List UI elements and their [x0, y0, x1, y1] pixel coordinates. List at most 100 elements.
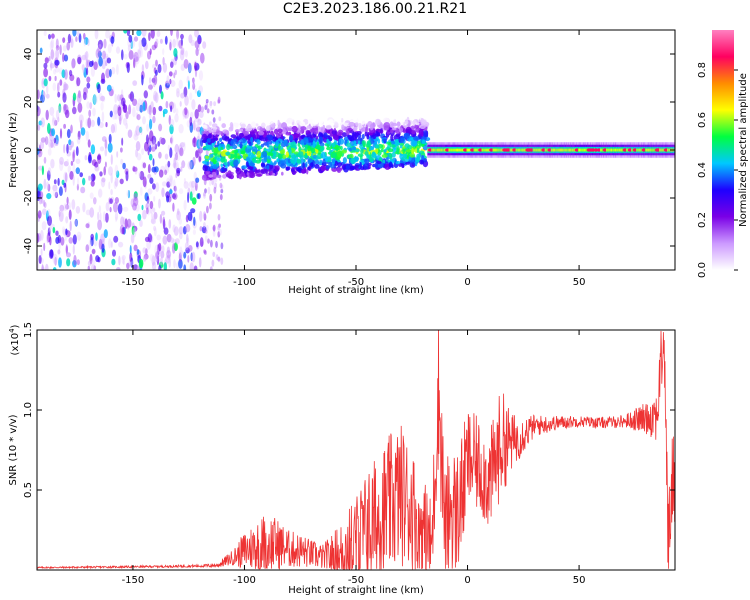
spectrogram-cell	[621, 148, 623, 152]
spectrogram-cell	[174, 69, 177, 76]
spectrogram-cell	[387, 148, 394, 153]
spectrogram-cell	[277, 128, 283, 133]
spectrogram-cell	[354, 132, 360, 136]
snr-series-line	[37, 330, 675, 570]
spectrogram-cell	[169, 118, 175, 127]
spectrogram-cell	[119, 178, 124, 185]
spectrogram-cell	[375, 118, 381, 126]
spectrogram-cell	[146, 106, 151, 114]
spectrogram-cell	[437, 148, 439, 152]
spectrogram-cell	[296, 120, 301, 124]
spectrogram-cell	[230, 139, 237, 146]
spectrogram-cell	[366, 147, 370, 152]
spectrogram-cell	[47, 148, 52, 156]
spectrogram-cell	[152, 76, 156, 88]
spectrogram-cell	[552, 148, 555, 152]
spectrogram-cell	[312, 141, 316, 148]
spectrogram-cell	[92, 94, 97, 105]
spectrogram-cell	[88, 109, 92, 118]
spectrogram-cell	[207, 238, 210, 244]
spectrogram-cell	[173, 157, 177, 169]
spectrogram-cell	[49, 249, 54, 258]
spectrogram-cell	[126, 62, 130, 73]
spectrogram-cell	[199, 226, 203, 232]
spectrogram-cell	[90, 264, 96, 270]
spectrogram-cell	[80, 127, 86, 136]
spectrogram-cell	[246, 125, 253, 132]
spectrogram-cell	[353, 114, 358, 121]
spectrogram-cell	[288, 134, 294, 142]
spectrogram-cell	[610, 148, 612, 152]
spectrogram-cell	[133, 264, 138, 270]
spectrogram-cell	[225, 151, 231, 156]
spectrogram-cell	[87, 139, 91, 148]
spectrogram-cell	[640, 148, 642, 152]
spectrogram-cell	[135, 125, 141, 136]
x-tick-label: -150	[122, 575, 145, 586]
spectrogram-cell	[142, 101, 146, 112]
spectrogram-cell	[113, 235, 119, 243]
colorbar-ticks: 0.0 0.2 0.4 0.6 0.8	[697, 62, 738, 278]
spectrogram-cell	[485, 148, 487, 152]
spectrogram-cell	[152, 207, 156, 213]
spectrogram-cell	[238, 128, 244, 132]
spectrogram-cell	[143, 90, 148, 99]
spectrogram-cell	[141, 204, 144, 211]
spectrogram-cell	[309, 162, 314, 168]
spectrogram-cell	[425, 114, 430, 121]
spectrogram-cell	[360, 117, 366, 121]
spectrogram-cell	[178, 258, 183, 269]
spectrogram-cell	[257, 145, 261, 151]
spectrogram-cell	[122, 216, 125, 225]
spectrogram-cell	[194, 30, 199, 38]
spectrogram-cell	[101, 177, 106, 183]
spectrogram-cell	[155, 182, 160, 193]
spectrogram-cell	[432, 148, 434, 152]
spectrogram-cell	[54, 49, 60, 61]
spectrogram-cell	[405, 161, 411, 165]
spectrogram-cell	[383, 125, 390, 131]
spectrogram-cell	[89, 253, 93, 265]
spectrogram-cell	[578, 148, 580, 152]
spectrogram-cell	[150, 218, 156, 225]
spectrogram-cell	[212, 229, 216, 237]
spectrogram-cell	[148, 77, 152, 84]
spectrogram-cell	[58, 103, 62, 113]
spectrogram-cell	[244, 169, 248, 175]
spectrogram-cell	[249, 171, 256, 179]
spectrogram-cell	[220, 163, 224, 168]
spectrogram-cell	[262, 137, 267, 142]
spectrogram-cell	[77, 130, 81, 140]
spectrogram-cell	[164, 169, 168, 176]
spectrogram-cell	[320, 151, 326, 159]
spectrogram-cell	[180, 33, 184, 40]
spectrogram-cell	[234, 123, 239, 128]
spectrogram-cell	[74, 218, 79, 227]
snr-ticks: -150 -100 -50 0 50 0.5 1.0 1.5	[23, 322, 675, 586]
spectrogram-cell	[454, 148, 456, 152]
spectrogram-cell	[52, 114, 55, 123]
spectrogram-cell	[98, 56, 103, 67]
spectrogram-cell	[375, 130, 379, 137]
spectrogram-cell	[110, 241, 113, 248]
spectrogram-cell	[537, 148, 540, 152]
spectrogram-cell	[97, 83, 101, 94]
spectrogram-cell	[95, 48, 101, 59]
spectrogram-cell	[165, 82, 170, 88]
spectrogram-cell	[176, 91, 180, 98]
spectrogram-cell	[359, 161, 362, 168]
spectrogram-cell	[93, 61, 98, 70]
spectrogram-cell	[202, 147, 207, 151]
spectrogram-cell	[310, 147, 316, 154]
spectrogram-cell	[109, 110, 113, 118]
spectrogram-cell	[213, 101, 217, 107]
spectrogram-cell	[88, 175, 91, 181]
spectrogram-cell	[303, 137, 309, 144]
spectrogram-cell	[278, 122, 282, 127]
spectrogram-cell	[151, 216, 155, 224]
spectrogram-cell	[141, 30, 147, 37]
spectrogram-cell	[390, 122, 398, 127]
spectrogram-cell	[340, 145, 343, 151]
spectrogram-cell	[261, 122, 266, 129]
spectrogram-cell	[204, 170, 211, 175]
